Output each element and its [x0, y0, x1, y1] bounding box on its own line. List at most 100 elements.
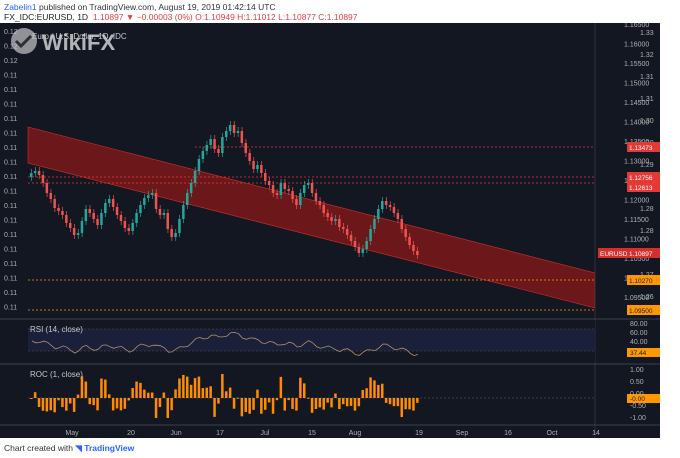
candle-body — [248, 153, 251, 161]
candle-body — [388, 205, 392, 207]
candle-body — [88, 209, 91, 213]
candle-body — [400, 219, 403, 229]
candle-body — [236, 131, 240, 133]
candle-body — [326, 213, 329, 217]
roc-bar — [197, 376, 201, 398]
tradingview-logo-text[interactable]: TradingView — [84, 443, 135, 453]
left-axis-label: 0.11 — [4, 116, 17, 123]
candle-body — [412, 245, 415, 251]
roc-bar — [303, 383, 306, 398]
roc-bar — [88, 398, 91, 405]
roc-bar — [353, 398, 357, 411]
roc-bar — [287, 398, 290, 401]
candle-body — [306, 183, 310, 185]
left-axis-label: 0.11 — [4, 218, 17, 225]
symbol-tag: EURUSD — [598, 248, 628, 258]
roc-bar — [209, 386, 212, 398]
candle-body — [217, 149, 220, 153]
watermark-text: WikiFX — [42, 30, 115, 55]
candle-body — [221, 137, 224, 153]
roc-bar — [84, 381, 88, 398]
roc-bar — [283, 398, 286, 411]
roc-axis-label: -1.00 — [630, 415, 646, 422]
left-axis-label: 0.11 — [4, 160, 17, 167]
candle-body — [396, 213, 400, 219]
roc-bar — [275, 398, 279, 401]
svg-text:EURUSD: EURUSD — [600, 251, 628, 258]
roc-value: -0.00 — [630, 396, 645, 403]
roc-bar — [326, 398, 329, 403]
roc-bar — [318, 398, 322, 408]
candle-body — [322, 205, 325, 213]
candle-body — [369, 229, 372, 241]
candle-body — [174, 233, 177, 237]
price-change: −0.00003 (0%) — [136, 12, 193, 22]
roc-bar — [33, 392, 37, 398]
right-axis-bg — [595, 23, 660, 438]
right-axis-label: 1.15500 — [624, 61, 649, 68]
candle-body — [408, 237, 411, 245]
right-axis-label-secondary: 1.29 — [640, 162, 654, 169]
roc-bar — [377, 384, 380, 398]
right-axis-label: 1.12000 — [624, 198, 649, 205]
roc-bar — [53, 398, 56, 413]
price-tag-s1: 1.10270 — [627, 275, 660, 285]
candle-body — [45, 183, 49, 193]
candle-body — [33, 171, 37, 173]
candle-body — [318, 201, 322, 205]
roc-bar — [205, 387, 208, 398]
time-axis-label: 19 — [415, 430, 423, 437]
right-axis-label: 1.10500 — [624, 256, 649, 263]
ohlc-values: O:1.10949 H:1.11012 L:1.10877 C:1.10897 — [195, 12, 358, 22]
svg-text:1.10897: 1.10897 — [629, 251, 653, 258]
roc-bar — [357, 398, 361, 407]
roc-bar — [334, 393, 337, 398]
left-axis-label: 0.11 — [4, 305, 17, 312]
chart-svg[interactable]: Euro / U.S. Dollar, 1D, IDC 0.120.120.12… — [0, 23, 660, 438]
candle-body — [100, 213, 103, 225]
roc-bar — [240, 398, 244, 417]
roc-bar — [49, 398, 52, 411]
roc-bar — [127, 398, 130, 401]
candle-body — [53, 199, 56, 208]
candle-body — [392, 207, 396, 213]
candle-body — [244, 143, 247, 153]
roc-bar — [221, 374, 224, 398]
roc-bar — [244, 398, 247, 412]
time-axis-label: Jun — [170, 430, 181, 437]
roc-bar — [342, 398, 345, 405]
roc-bar — [182, 374, 185, 398]
time-axis-label: Oct — [547, 430, 558, 437]
candle-body — [260, 165, 263, 173]
candle-body — [338, 219, 341, 227]
candle-body — [361, 249, 364, 253]
roc-bar — [217, 398, 220, 404]
rsi-axis-label: 80.00 — [630, 321, 648, 328]
time-axis-label: 14 — [592, 430, 600, 437]
time-axis-label: 17 — [216, 430, 224, 437]
chart-area[interactable]: Euro / U.S. Dollar, 1D, IDC 0.12 0.12 0.12… — [0, 23, 660, 438]
candle-body — [193, 171, 197, 183]
roc-bar — [345, 398, 349, 407]
roc-bar — [100, 378, 103, 398]
candle-body — [30, 173, 33, 177]
candle-body — [384, 201, 388, 205]
chart-header: Zabelin1 published on TradingView.com, A… — [0, 0, 680, 23]
publisher-user-link[interactable]: Zabelin1 — [4, 2, 37, 12]
candle-body — [209, 139, 212, 145]
roc-bar — [381, 383, 384, 398]
last-price-tag: 1.10897 — [627, 248, 660, 258]
candle-body — [357, 247, 361, 253]
roc-bar — [80, 376, 84, 398]
time-axis-label: Jul — [261, 430, 270, 437]
candle-body — [365, 241, 368, 249]
roc-bar — [384, 398, 388, 403]
price-tag-r2: 1.12756 — [627, 172, 660, 182]
time-axis[interactable]: May 20 Jun 17 Jul 15 Aug 19 Sep 16 Oct 14 — [65, 430, 600, 437]
tradingview-logo-icon[interactable]: ◥ — [75, 443, 82, 453]
left-axis-label: 0.11 — [4, 189, 17, 196]
candle-body — [330, 217, 333, 221]
candle-body — [37, 171, 41, 175]
roc-bar — [396, 398, 400, 407]
roc-bar — [232, 398, 236, 409]
